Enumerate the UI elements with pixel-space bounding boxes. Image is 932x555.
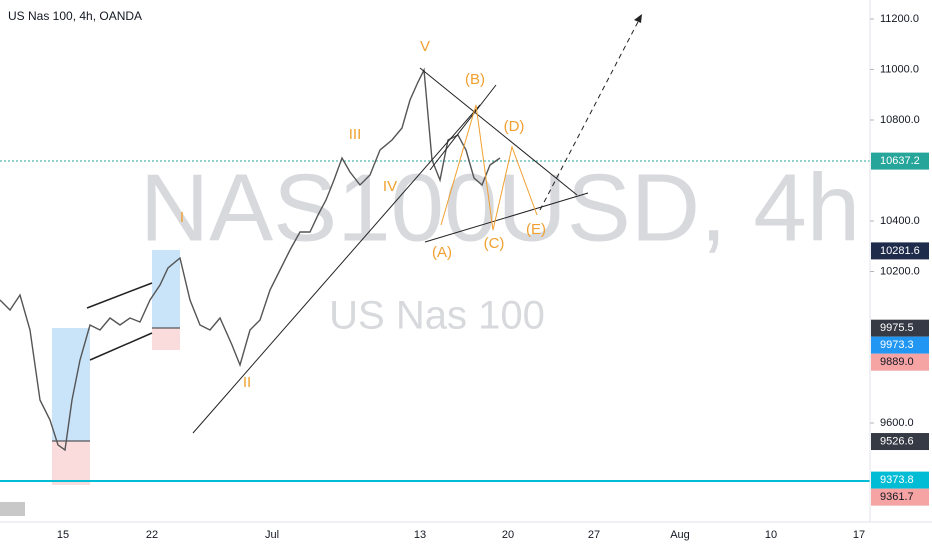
price-label: 9975.5 <box>880 322 914 334</box>
wave-label: (E) <box>526 221 546 238</box>
time-label: 13 <box>414 529 426 541</box>
price-label-box <box>871 242 929 260</box>
time-label: 17 <box>853 529 865 541</box>
price-label-box <box>871 152 929 170</box>
trendline <box>86 282 153 309</box>
wave-label: (C) <box>484 235 505 252</box>
trendline <box>89 332 153 361</box>
price-label-box <box>871 353 929 371</box>
wave-label: V <box>420 38 430 55</box>
wave-label: (B) <box>465 71 485 88</box>
time-label: 20 <box>502 529 514 541</box>
wave-label: I <box>180 209 184 226</box>
price-label-box <box>871 319 929 337</box>
position-box <box>52 441 90 485</box>
price-tick-label: 11000.0 <box>880 63 919 75</box>
price-label-box <box>871 433 929 451</box>
wave-label: II <box>243 374 251 391</box>
position-box <box>152 328 180 350</box>
wave-label: IV <box>383 178 397 195</box>
price-label-box <box>871 488 929 506</box>
chart-title: US Nas 100, 4h, OANDA <box>8 9 142 23</box>
arrow-head <box>634 14 642 23</box>
time-label: 22 <box>146 529 158 541</box>
price-path <box>0 67 501 452</box>
time-label: Jul <box>265 529 279 541</box>
time-label: 27 <box>588 529 600 541</box>
scroll-handle[interactable] <box>0 502 25 516</box>
price-tick-label: 10800.0 <box>880 114 920 126</box>
wave-label: III <box>349 126 362 143</box>
trendline <box>429 84 497 171</box>
watermark-symbol: NAS100USD, 4h <box>140 154 860 261</box>
price-label: 10281.6 <box>880 245 920 257</box>
price-label-box <box>871 336 929 354</box>
price-tick-label: 9600.0 <box>880 417 914 429</box>
price-tick-label: 11200.0 <box>880 13 919 25</box>
price-label: 10637.2 <box>880 155 920 167</box>
triangle-upper <box>419 67 578 196</box>
wave-path <box>440 104 538 231</box>
trendline <box>192 104 481 434</box>
time-label: 10 <box>765 529 777 541</box>
time-label: 15 <box>57 529 69 541</box>
price-label: 9973.3 <box>880 339 914 351</box>
price-label: 9373.8 <box>880 474 914 486</box>
price-label-box <box>871 471 929 489</box>
time-label: Aug <box>670 529 690 541</box>
wave-label: (A) <box>432 244 452 261</box>
price-label: 9361.7 <box>880 491 914 503</box>
triangle-lower <box>424 192 589 243</box>
projection-arrow <box>539 17 641 211</box>
price-tick-label: 10200.0 <box>880 265 920 277</box>
wave-label: (D) <box>504 118 525 135</box>
price-label: 9526.6 <box>880 435 914 447</box>
price-tick-label: 10400.0 <box>880 215 920 227</box>
price-label: 9889.0 <box>880 356 914 368</box>
watermark-name: US Nas 100 <box>329 294 545 338</box>
